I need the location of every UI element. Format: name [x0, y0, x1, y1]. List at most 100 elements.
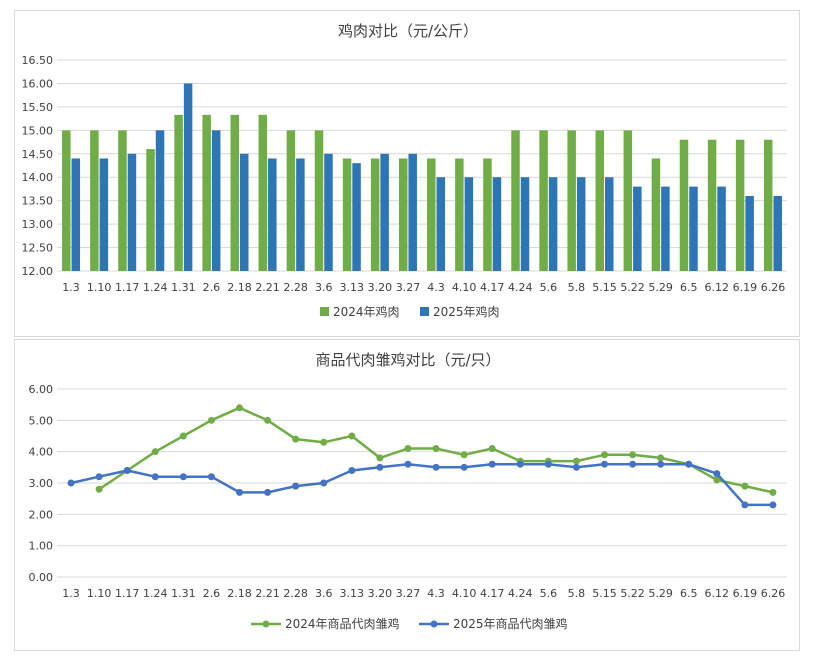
bar-2025 — [548, 177, 558, 271]
data-point-2025 — [601, 460, 608, 468]
bar-2024 — [118, 130, 127, 271]
data-point-2025 — [348, 466, 356, 474]
data-point-2024 — [95, 485, 103, 493]
x-tick-label: 2.21 — [255, 281, 280, 294]
x-tick-label: 6.5 — [680, 281, 698, 294]
bar-2024 — [623, 130, 633, 271]
data-point-2024 — [151, 448, 159, 456]
bar-2024 — [511, 130, 520, 271]
y-tick-label: 1.00 — [29, 540, 54, 553]
y-tick-label: 6.00 — [29, 383, 54, 396]
x-tick-label: 6.19 — [733, 281, 758, 294]
x-tick-label: 5.6 — [540, 281, 558, 294]
data-point-2025 — [67, 479, 75, 487]
chick-chart-panel: 商品代肉雏鸡对比（元/只） 0.00 1.00 2.00 3.00 4.00 5.00 6.0… — [14, 339, 800, 651]
bar-2024 — [286, 130, 296, 271]
x-tick-label: 5.22 — [620, 587, 645, 600]
y-tick-label: 14.00 — [22, 171, 54, 184]
data-point-2024 — [292, 435, 300, 443]
bar-2025 — [436, 177, 446, 271]
x-tick-label: 1.17 — [115, 587, 140, 600]
x-tick-label: 1.3 — [62, 587, 80, 600]
data-point-2024 — [460, 451, 468, 459]
bar-2025 — [520, 177, 530, 271]
bar-2024 — [539, 130, 548, 271]
data-point-2024 — [207, 416, 215, 424]
x-tick-label: 5.29 — [648, 587, 673, 600]
bar-2024 — [202, 114, 211, 271]
x-tick-label: 1.31 — [171, 281, 196, 294]
x-tick-label: 2.18 — [227, 587, 252, 600]
data-point-2025 — [657, 460, 665, 468]
x-tick-label: 5.8 — [568, 587, 586, 600]
x-tick-label: 3.13 — [340, 281, 365, 294]
data-point-2025 — [769, 501, 777, 509]
x-tick-label: 5.29 — [648, 281, 673, 294]
x-tick-label: 4.17 — [480, 587, 505, 600]
bar-2025 — [99, 158, 109, 271]
bar-2024 — [455, 158, 464, 271]
bar-2025 — [661, 186, 670, 271]
bar-2024 — [763, 139, 773, 271]
x-tick-label: 3.20 — [368, 281, 393, 294]
data-point-2025 — [516, 460, 524, 468]
data-point-2025 — [292, 482, 300, 490]
x-tick-label: 1.10 — [87, 587, 112, 600]
y-tick-label: 12.50 — [22, 242, 54, 255]
bar-2024 — [174, 114, 183, 271]
bar-2025 — [296, 158, 305, 271]
legend-label: 2024年鸡肉 — [333, 304, 400, 319]
data-point-2025 — [572, 463, 580, 471]
data-point-2025 — [179, 473, 187, 481]
x-tick-label: 4.10 — [452, 281, 477, 294]
data-point-2025 — [95, 473, 103, 481]
x-tick-label: 1.31 — [171, 587, 196, 600]
bar-2025 — [633, 186, 642, 271]
y-tick-label: 13.50 — [22, 195, 54, 208]
x-tick-label: 2.6 — [203, 281, 221, 294]
y-tick-label: 2.00 — [29, 508, 54, 521]
data-point-2025 — [488, 460, 496, 468]
x-tick-label: 6.5 — [680, 587, 698, 600]
data-point-2024 — [432, 445, 440, 453]
meat-bar-chart: 鸡肉对比（元/公斤） 12.00 12.50 13.00 13.50 14.00 14.50… — [22, 22, 787, 319]
data-point-2025 — [741, 501, 749, 509]
data-point-2025 — [404, 460, 412, 468]
data-point-2025 — [320, 479, 328, 487]
x-tick-label: 4.10 — [452, 587, 477, 600]
x-tick-label: 3.6 — [315, 281, 333, 294]
data-point-2024 — [264, 416, 272, 424]
x-tick-label: 5.22 — [620, 281, 645, 294]
bar-2024 — [483, 158, 492, 271]
x-tick-label: 5.15 — [592, 587, 617, 600]
legend-marker — [262, 620, 270, 628]
x-tick-label: 1.17 — [115, 281, 140, 294]
data-point-2024 — [629, 451, 637, 459]
x-tick-label: 5.8 — [568, 281, 586, 294]
y-tick-label: 15.50 — [22, 101, 54, 114]
x-tick-label: 1.24 — [143, 281, 168, 294]
data-point-2025 — [629, 460, 637, 468]
series-line-2025 — [70, 462, 773, 507]
x-tick-label: 4.17 — [480, 281, 505, 294]
x-tick-label: 6.26 — [761, 281, 786, 294]
data-point-2024 — [404, 445, 412, 453]
x-tick-label: 4.3 — [427, 281, 445, 294]
legend-label: 2024年商品代肉雏鸡 — [285, 616, 400, 631]
data-point-2024 — [488, 445, 496, 453]
legend-swatch — [420, 307, 429, 316]
bar-2025 — [240, 153, 249, 271]
bar-2025 — [380, 153, 389, 271]
x-tick-label: 2.18 — [227, 281, 252, 294]
data-point-2024 — [741, 482, 749, 490]
bar-2025 — [717, 186, 726, 271]
chart-title: 鸡肉对比（元/公斤） — [338, 22, 478, 40]
x-tick-label: 4.24 — [508, 281, 533, 294]
bar-2024 — [90, 130, 99, 271]
data-point-2024 — [657, 454, 665, 462]
x-tick-label: 2.28 — [283, 587, 308, 600]
bar-2025 — [155, 130, 165, 271]
data-point-2025 — [432, 463, 440, 471]
y-tick-label: 4.00 — [29, 446, 54, 459]
bar-2024 — [230, 114, 239, 271]
